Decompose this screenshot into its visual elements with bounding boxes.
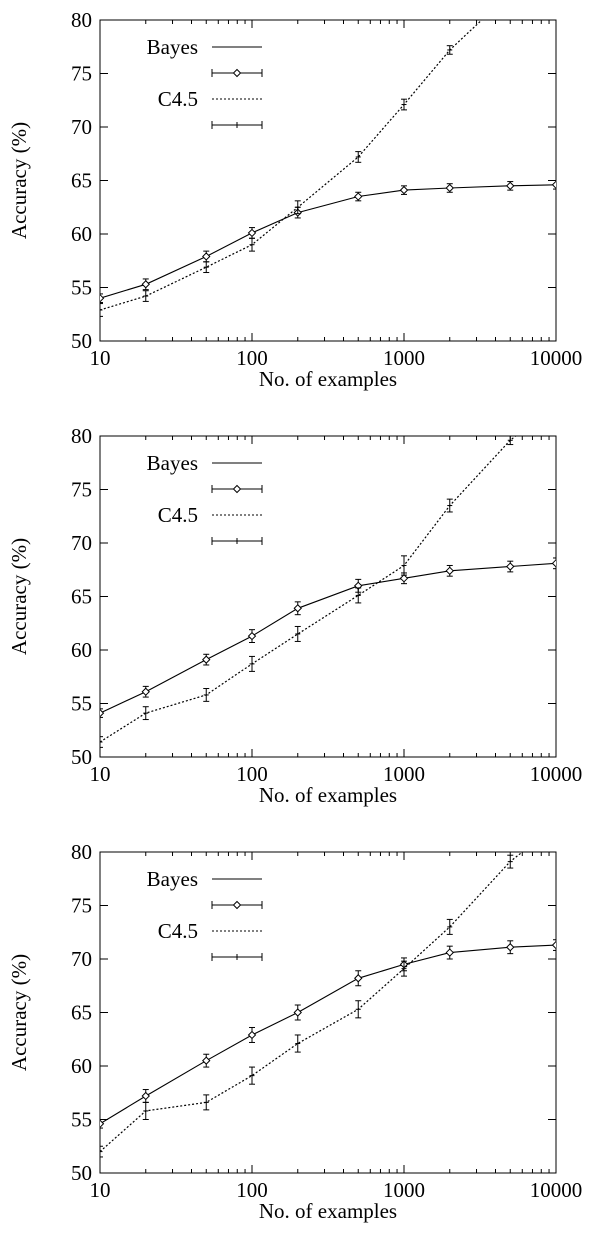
y-tick-label: 75 xyxy=(71,478,92,502)
y-axis-title: Accuracy (%) xyxy=(7,122,31,239)
series-line-bayes xyxy=(100,184,556,299)
plot-data xyxy=(100,20,556,317)
y-tick-label: 80 xyxy=(71,424,92,448)
x-axis-title: No. of examples xyxy=(259,367,397,391)
plot-frame xyxy=(99,19,557,342)
plot-data xyxy=(100,852,556,1158)
y-tick-label: 60 xyxy=(71,638,92,662)
x-tick-label: 100 xyxy=(236,346,268,370)
chart-panel-2: 50 55 60 65 70 75 80 10 100 1000 10000 No. of examp… xyxy=(7,424,583,807)
data-point-diamond xyxy=(445,566,454,576)
chart-panel-1: 50 55 60 65 70 75 80 10 100 1000 10000 No. of examp… xyxy=(7,8,583,391)
data-point-diamond xyxy=(202,252,211,261)
legend-label: Bayes xyxy=(147,867,198,891)
x-tick-label: 100 xyxy=(236,762,268,786)
x-tick-label: 10000 xyxy=(530,346,583,370)
y-tick-label: 50 xyxy=(71,745,92,769)
plot-data xyxy=(100,436,556,748)
legend-label: C4.5 xyxy=(158,503,198,527)
y-tick-label: 65 xyxy=(71,585,92,609)
data-point-diamond xyxy=(399,185,409,195)
data-point-diamond xyxy=(141,1091,150,1101)
legend-marker-diamond xyxy=(232,484,242,494)
data-point-diamond xyxy=(399,574,409,583)
data-point-diamond xyxy=(293,604,302,613)
data-point-diamond xyxy=(445,183,454,193)
data-point-diamond xyxy=(100,708,105,718)
y-tick-label: 60 xyxy=(71,1054,92,1078)
y-tick-label: 60 xyxy=(71,222,92,246)
series-line-c45 xyxy=(100,436,517,743)
legend-label: C4.5 xyxy=(158,87,198,111)
data-point-diamond xyxy=(551,180,556,189)
legend-label: Bayes xyxy=(147,451,198,475)
data-point-diamond xyxy=(445,948,454,957)
legend-marker-diamond xyxy=(232,900,242,910)
legend-label: Bayes xyxy=(147,35,198,59)
x-tick-label: 100 xyxy=(236,1178,268,1202)
chart-panel-3: 50 55 60 65 70 75 80 10 100 1000 10000 No. of examp… xyxy=(7,840,583,1223)
y-tick-label: 70 xyxy=(71,947,92,971)
data-point-diamond xyxy=(354,192,363,201)
y-axis-title: Accuracy (%) xyxy=(7,538,31,655)
y-tick-label: 50 xyxy=(71,329,92,353)
series-line-c45 xyxy=(100,20,483,311)
data-point-diamond xyxy=(551,940,556,950)
y-tick-label: 50 xyxy=(71,1161,92,1185)
x-axis-title: No. of examples xyxy=(259,783,397,807)
y-tick-label: 65 xyxy=(71,1001,92,1025)
y-tick-label: 75 xyxy=(71,62,92,86)
legend-label: C4.5 xyxy=(158,919,198,943)
y-axis-title: Accuracy (%) xyxy=(7,954,31,1071)
data-point-diamond xyxy=(100,293,105,303)
data-point-diamond xyxy=(506,181,515,191)
data-point-diamond xyxy=(247,1030,257,1040)
y-tick-label: 55 xyxy=(71,276,92,300)
x-axis-title: No. of examples xyxy=(259,1199,397,1223)
x-tick-label: 1000 xyxy=(383,762,425,786)
data-point-diamond xyxy=(293,1008,302,1017)
data-point-diamond xyxy=(247,228,257,238)
series-line-bayes xyxy=(100,944,556,1125)
x-tick-label: 10 xyxy=(90,762,111,786)
plot-frame xyxy=(99,851,557,1174)
x-tick-label: 10000 xyxy=(530,762,583,786)
data-point-diamond xyxy=(202,655,211,664)
x-tick-label: 1000 xyxy=(383,346,425,370)
data-point-diamond xyxy=(141,280,150,289)
data-point-diamond xyxy=(506,562,515,571)
series-line-c45 xyxy=(100,852,524,1153)
y-tick-label: 80 xyxy=(71,840,92,864)
y-tick-label: 70 xyxy=(71,115,92,139)
y-tick-label: 70 xyxy=(71,531,92,555)
legend-marker-diamond xyxy=(232,68,242,78)
y-tick-label: 55 xyxy=(71,692,92,716)
data-point-diamond xyxy=(100,1119,105,1128)
y-tick-label: 80 xyxy=(71,8,92,32)
x-tick-label: 10 xyxy=(90,1178,111,1202)
data-point-diamond xyxy=(141,687,150,696)
x-tick-label: 10 xyxy=(90,346,111,370)
data-point-diamond xyxy=(247,631,257,641)
y-tick-label: 65 xyxy=(71,169,92,193)
x-tick-label: 1000 xyxy=(383,1178,425,1202)
x-tick-label: 10000 xyxy=(530,1178,583,1202)
y-tick-label: 75 xyxy=(71,894,92,918)
y-tick-label: 55 xyxy=(71,1108,92,1132)
series-line-bayes xyxy=(100,562,556,714)
data-point-diamond xyxy=(506,943,515,952)
data-point-diamond xyxy=(551,559,556,568)
data-point-diamond xyxy=(202,1056,211,1065)
data-point-diamond xyxy=(354,974,363,983)
